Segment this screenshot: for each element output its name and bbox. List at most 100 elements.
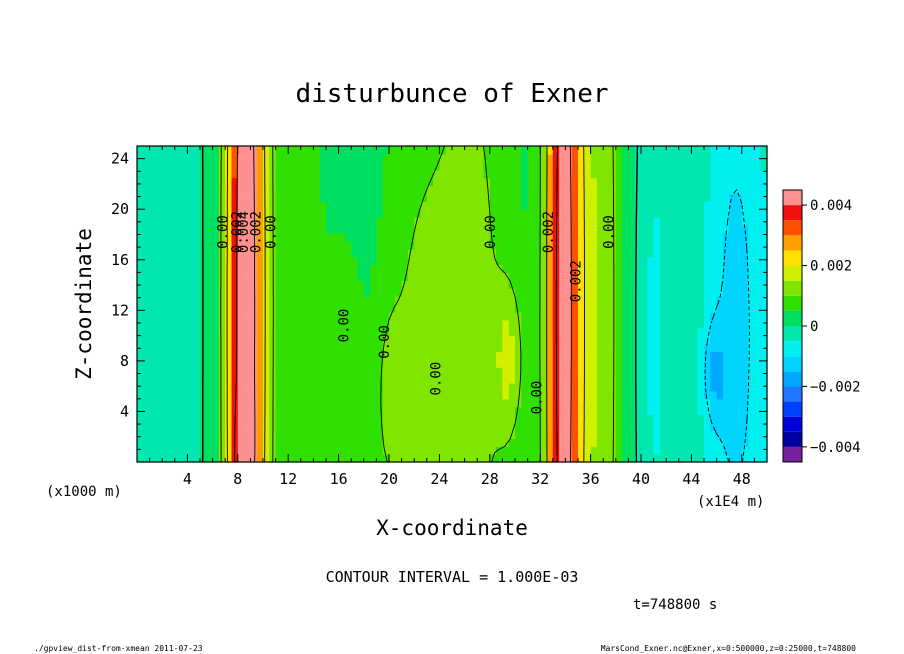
field-cell (603, 153, 611, 163)
x-tick-label: 36 (582, 470, 600, 488)
field-cell (300, 201, 308, 210)
field-cell (653, 146, 661, 155)
field-cell (470, 177, 478, 187)
field-cell (546, 351, 554, 360)
field-cell (420, 351, 428, 360)
field-cell (452, 335, 459, 345)
field-cell (445, 319, 453, 329)
field-cell (137, 422, 144, 431)
field-cell (546, 375, 554, 384)
field-cell (357, 454, 365, 463)
field-cell (212, 319, 220, 329)
field-cell (155, 446, 163, 455)
field-cell (584, 422, 592, 431)
field-cell (250, 240, 258, 250)
field-cell (735, 327, 743, 337)
field-cell (508, 375, 516, 384)
field-cell (477, 319, 485, 329)
field-cell (546, 256, 554, 266)
field-cell (710, 367, 718, 376)
field-cell (420, 248, 428, 258)
field-cell (735, 161, 743, 171)
field-cell (212, 335, 220, 345)
field-cell (697, 359, 705, 368)
field-cell (521, 422, 529, 431)
field-cell (578, 177, 585, 187)
field-cell (659, 311, 667, 321)
field-cell (477, 311, 485, 321)
field-cell (641, 390, 648, 400)
field-cell (307, 304, 314, 313)
field-cell (181, 327, 188, 337)
field-cell (559, 288, 566, 297)
field-cell (326, 272, 333, 281)
field-cell (187, 359, 195, 368)
field-cell (149, 256, 157, 266)
field-cell (666, 398, 674, 408)
field-cell (735, 414, 743, 424)
field-cell (483, 217, 491, 226)
field-cell (357, 406, 365, 416)
field-cell (300, 217, 308, 226)
field-cell (357, 169, 365, 179)
field-cell (376, 327, 384, 337)
field-cell (357, 375, 365, 384)
field-cell (754, 272, 762, 281)
field-cell (729, 193, 737, 202)
field-cell (716, 288, 724, 297)
field-cell (370, 343, 377, 352)
field-cell (672, 201, 680, 210)
y-tick-label: 24 (111, 150, 129, 168)
field-cell (370, 169, 377, 179)
field-cell (174, 319, 182, 329)
field-cell (502, 217, 510, 226)
field-cell (420, 438, 428, 447)
field-cell (344, 367, 352, 376)
field-cell (376, 446, 384, 455)
field-cell (741, 217, 749, 226)
field-cell (760, 390, 768, 400)
field-cell (452, 319, 459, 329)
field-cell (452, 264, 459, 273)
field-cell (420, 375, 428, 384)
field-cell (307, 335, 314, 345)
field-cell (603, 359, 611, 368)
field-cell (294, 430, 302, 439)
field-cell (704, 430, 711, 439)
field-cell (647, 185, 655, 194)
field-cell (496, 161, 503, 171)
field-cell (489, 343, 497, 352)
field-cell (533, 454, 541, 463)
field-cell (578, 232, 585, 242)
field-cell (288, 146, 296, 155)
field-cell (149, 383, 157, 392)
field-cell (634, 217, 642, 226)
field-cell (363, 272, 371, 281)
field-cell (540, 430, 548, 439)
field-cell (174, 367, 182, 376)
field-cell (672, 343, 680, 352)
field-cell (162, 209, 170, 218)
field-cell (609, 375, 617, 384)
field-cell (420, 335, 428, 345)
field-cell (452, 367, 459, 376)
field-cell (212, 343, 220, 352)
field-cell (464, 217, 472, 226)
field-cell (578, 414, 585, 424)
field-cell (571, 161, 579, 171)
field-cell (653, 414, 661, 424)
field-cell (546, 177, 554, 187)
field-cell (760, 177, 768, 187)
field-cell (143, 296, 151, 305)
field-cell (521, 438, 529, 447)
field-cell (571, 398, 579, 408)
field-cell (351, 232, 359, 242)
field-cell (162, 185, 170, 194)
field-cell (370, 193, 377, 202)
field-cell (678, 272, 686, 281)
field-cell (407, 390, 415, 400)
field-cell (256, 304, 264, 313)
field-cell (666, 209, 674, 218)
field-cell (401, 153, 409, 163)
field-cell (332, 398, 340, 408)
